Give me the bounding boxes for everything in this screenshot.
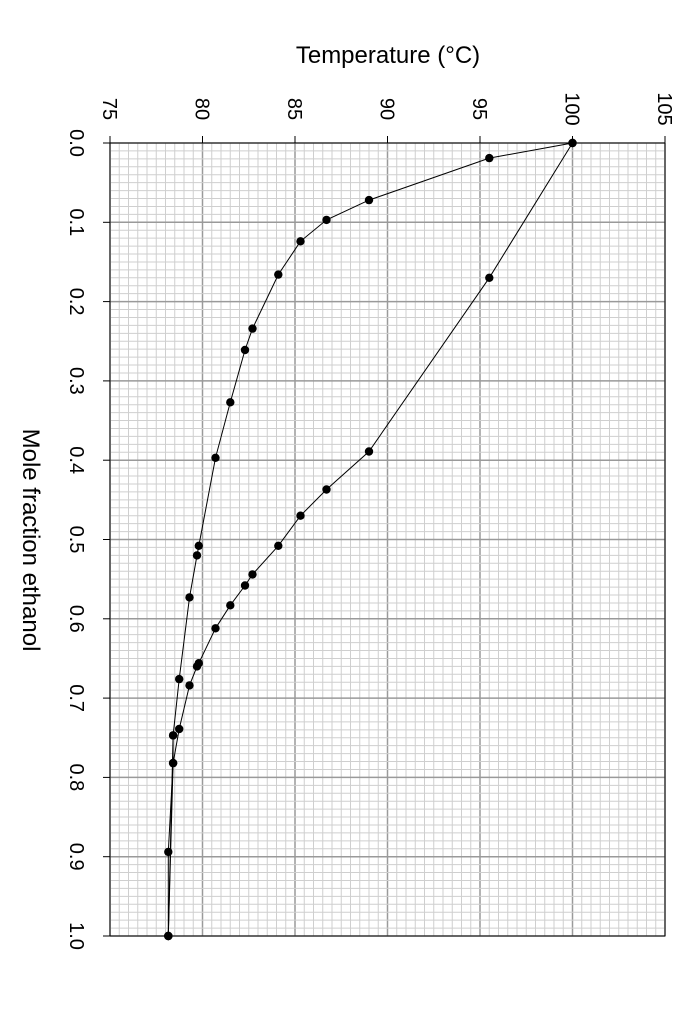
x-tick-label: 90 <box>376 98 398 120</box>
y-tick-label-group: 0.4 <box>65 446 87 474</box>
y-axis-title-group: Mole fraction ethanol <box>17 429 44 652</box>
data-point <box>485 273 494 282</box>
x-tick-label: 85 <box>283 98 305 120</box>
x-tick-label-group: 75 <box>98 98 120 120</box>
plot-series <box>164 138 577 941</box>
data-point <box>322 485 331 494</box>
x-tick-label-group: 105 <box>653 92 675 125</box>
data-point <box>240 345 250 355</box>
data-point <box>274 541 283 550</box>
data-point <box>211 624 220 633</box>
data-point <box>296 511 305 520</box>
data-point <box>168 758 178 768</box>
data-point <box>164 847 173 857</box>
data-point <box>248 570 257 579</box>
x-tick-label-group: 85 <box>283 98 305 120</box>
x-tick-label-group: 80 <box>191 98 213 120</box>
x-axis-title: Temperature (°C) <box>296 42 480 69</box>
data-point <box>322 215 331 225</box>
y-tick-label: 0.6 <box>65 605 87 633</box>
y-tick-label: 1.0 <box>65 922 87 950</box>
x-tick-label-group: 90 <box>376 98 398 120</box>
y-tick-label-group: 0.5 <box>65 526 87 554</box>
data-point <box>175 674 184 684</box>
y-tick-label: 0.3 <box>65 367 87 395</box>
data-point <box>192 662 202 671</box>
series-line-2 <box>167 142 573 937</box>
y-tick-label: 0.5 <box>65 526 87 554</box>
x-tick-label: 95 <box>468 98 490 120</box>
data-point <box>248 324 257 333</box>
data-point <box>211 453 220 462</box>
x-tick-label: 100 <box>561 92 583 125</box>
data-point <box>226 398 235 407</box>
data-point <box>240 581 250 590</box>
y-tick-label-group: 1.0 <box>65 922 87 950</box>
x-tick-label-group: 95 <box>468 98 490 120</box>
data-point <box>296 237 305 246</box>
data-point <box>175 724 184 734</box>
data-point <box>185 681 194 690</box>
x-axis-title-group: Temperature (°C) <box>296 42 480 69</box>
y-tick-label: 0.4 <box>65 446 87 474</box>
y-tick-label-group: 0.9 <box>65 843 87 871</box>
y-tick-label-group: 0.8 <box>65 763 87 791</box>
y-tick-label-group: 0.3 <box>65 367 87 395</box>
data-point <box>226 601 235 610</box>
y-tick-label-group: 0.0 <box>65 129 87 157</box>
data-point <box>364 447 374 456</box>
series-line-3 <box>167 735 174 936</box>
y-tick-label-group: 0.1 <box>65 208 87 236</box>
y-tick-label: 0.9 <box>65 843 87 871</box>
y-tick-label-group: 0.7 <box>65 684 87 712</box>
grid <box>109 142 666 937</box>
data-point <box>168 731 178 740</box>
data-point <box>274 270 283 279</box>
axis-ticks: 75 80 85 90 95 100 105 0.0 0.1 0.2 0.3 0.4 0.5 0.6 0.7… <box>65 92 675 950</box>
series-line-1 <box>167 142 573 937</box>
y-tick-label: 0.8 <box>65 763 87 791</box>
y-tick-label-group: 0.6 <box>65 605 87 633</box>
y-tick-label-group: 0.2 <box>65 288 87 316</box>
x-tick-label-group: 100 <box>561 92 583 125</box>
data-point <box>194 541 203 550</box>
y-tick-label: 0.1 <box>65 208 87 236</box>
y-tick-label: 0.2 <box>65 288 87 316</box>
data-point <box>192 551 202 560</box>
y-tick-label: 0.0 <box>65 129 87 157</box>
x-tick-label: 75 <box>98 98 120 120</box>
data-point <box>364 195 374 205</box>
y-axis-title: Mole fraction ethanol <box>17 429 44 652</box>
x-tick-label: 80 <box>191 98 213 120</box>
data-point <box>185 593 194 602</box>
x-tick-label: 105 <box>653 92 675 125</box>
y-tick-label: 0.7 <box>65 684 87 712</box>
data-point <box>485 153 494 163</box>
